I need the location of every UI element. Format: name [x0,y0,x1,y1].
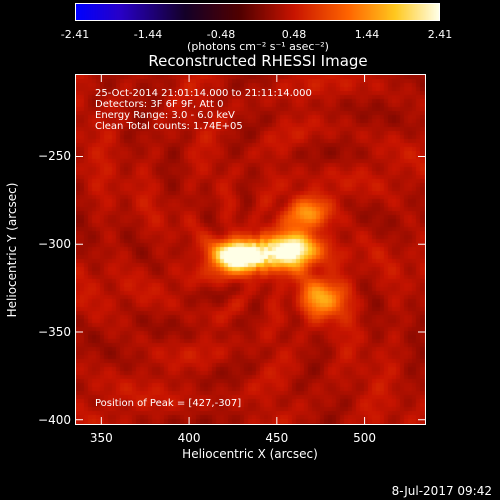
plot-area [75,74,426,425]
annotation-peak-position: Position of Peak = [427,-307] [95,398,242,409]
annotation-time-range: 25-Oct-2014 21:01:14.000 to 21:11:14.000 [95,88,312,99]
chart-title: Reconstructed RHESSI Image [148,52,368,70]
annotation-total-counts: Clean Total counts: 1.74E+05 [95,121,243,132]
x-tick-label: 400 [177,431,201,445]
colorbar-tick-label: -1.44 [133,28,163,41]
x-tick-label: 500 [353,431,377,445]
y-tick-label: −250 [38,149,71,164]
y-tick-label: −400 [38,412,71,427]
heatmap-image [76,75,425,424]
y-axis-label: Heliocentric Y (arcsec) [5,182,19,318]
y-tick-label: −350 [38,324,71,339]
colorbar-tick-label: 1.44 [354,28,380,41]
timestamp: 8-Jul-2017 09:42 [391,484,492,498]
colorbar-tick-label: 2.41 [427,28,453,41]
colorbar-tick-label: -0.48 [206,28,236,41]
x-tick-label: 350 [89,431,113,445]
annotation-detectors: Detectors: 3F 6F 9F, Att 0 [95,99,224,110]
colorbar-tick-label: -2.41 [60,28,90,41]
x-tick-label: 450 [265,431,289,445]
annotation-energy-range: Energy Range: 3.0 - 6.0 keV [95,110,235,121]
colorbar-units: (photons cm⁻² s⁻¹ asec⁻²) [187,40,329,53]
colorbar [75,3,440,21]
colorbar-tick-label: 0.48 [281,28,307,41]
x-axis-label: Heliocentric X (arcsec) [182,447,318,461]
y-tick-label: −300 [38,237,71,252]
